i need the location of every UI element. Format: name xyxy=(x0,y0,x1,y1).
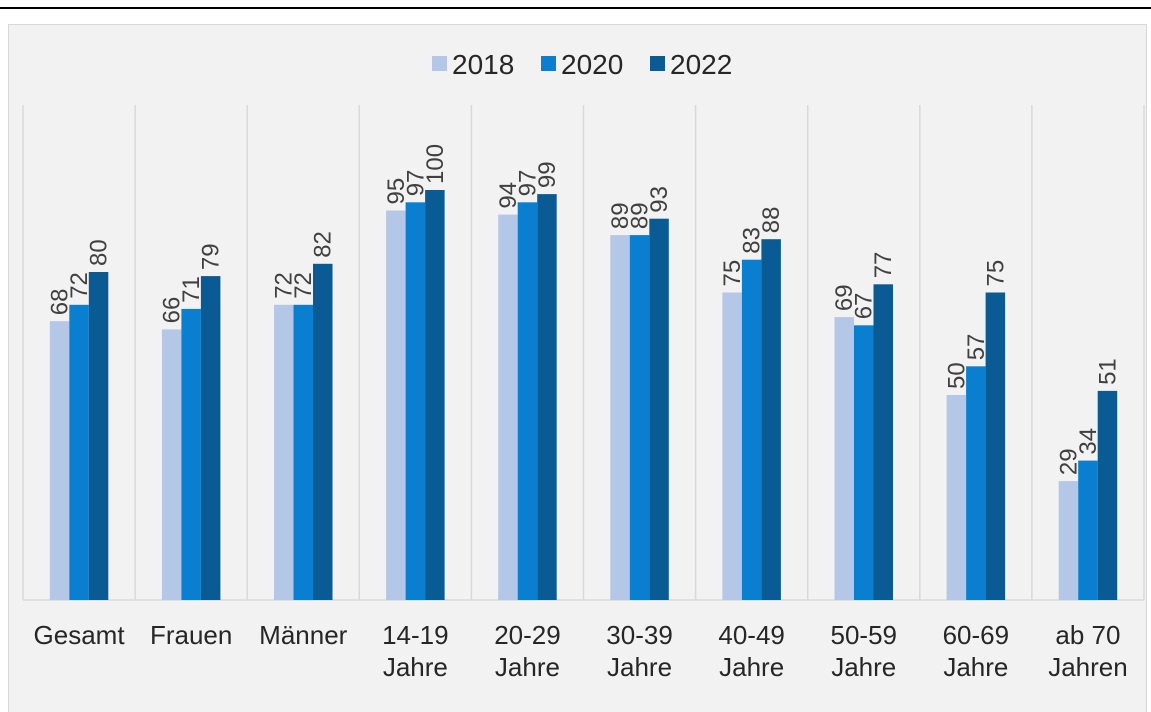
category-labels: Gesamt Frauen Männer 14-19Jahre20-29Jahre30… xyxy=(34,620,1128,682)
category-label: 50-59 xyxy=(831,620,898,650)
bar-2018 xyxy=(498,214,518,600)
bar-2022 xyxy=(761,239,781,600)
category-label: Jahre xyxy=(495,652,560,682)
bar-2020 xyxy=(517,202,538,601)
bar-2018 xyxy=(1058,481,1079,600)
bar-2022 xyxy=(88,272,109,600)
bar-2020 xyxy=(181,308,201,600)
legend: 2018 2020 2022 xyxy=(432,49,732,80)
data-label: 88 xyxy=(758,206,785,233)
bar-2020 xyxy=(741,259,762,600)
data-label: 99 xyxy=(534,161,561,188)
category-label: Jahre xyxy=(831,652,896,682)
category-label: Gesamt xyxy=(34,620,126,650)
data-label: 93 xyxy=(646,186,673,213)
bar-2020 xyxy=(629,235,650,600)
data-label: 57 xyxy=(963,334,990,361)
data-label: 34 xyxy=(1075,428,1102,455)
category-label: 40-49 xyxy=(718,620,785,650)
data-label: 82 xyxy=(310,231,337,258)
bar-2018 xyxy=(49,321,70,600)
data-label: 67 xyxy=(851,293,878,320)
legend-label: 2020 xyxy=(561,49,623,80)
data-label: 68 xyxy=(47,288,74,315)
bar-2022 xyxy=(313,263,333,600)
bar-2022 xyxy=(985,292,1006,600)
legend-swatch xyxy=(432,56,447,71)
data-label: 72 xyxy=(66,272,93,299)
bar-2022 xyxy=(873,284,893,600)
category-label: ab 70 xyxy=(1055,620,1120,650)
data-label: 72 xyxy=(290,272,317,299)
top-rule xyxy=(0,7,1151,9)
data-label: 80 xyxy=(86,239,113,266)
category-label: 20-29 xyxy=(494,620,561,650)
data-label: 77 xyxy=(870,252,897,279)
bar-2020 xyxy=(69,304,89,600)
bar-2022 xyxy=(537,194,557,600)
category-separators xyxy=(22,105,1145,600)
category-label: Jahre xyxy=(383,652,448,682)
bar-2022 xyxy=(1097,390,1118,600)
data-label: 97 xyxy=(514,170,541,197)
data-label: 71 xyxy=(178,276,205,303)
data-label: 69 xyxy=(831,284,858,311)
category-label: 14-19 xyxy=(382,620,449,650)
bar-2020 xyxy=(1078,460,1098,600)
bar-2018 xyxy=(946,395,967,600)
category-label: Jahren xyxy=(1048,652,1128,682)
data-label: 100 xyxy=(422,144,449,184)
bar-2018 xyxy=(610,235,630,600)
data-label: 97 xyxy=(402,170,429,197)
data-label: 89 xyxy=(627,202,654,229)
data-label: 72 xyxy=(271,272,298,299)
category-label: Frauen xyxy=(150,620,232,650)
bar-2018 xyxy=(161,329,182,600)
category-label: Jahre xyxy=(607,652,672,682)
bar-2020 xyxy=(405,202,426,601)
category-label: 60-69 xyxy=(943,620,1010,650)
bar-2020 xyxy=(854,325,874,600)
category-label: Jahre xyxy=(719,652,784,682)
data-labels: 6872806671797272829597100949799898993758… xyxy=(47,144,1122,475)
bar-2022 xyxy=(425,190,445,600)
bar-2018 xyxy=(834,317,854,600)
category-label: Jahre xyxy=(943,652,1008,682)
data-label: 83 xyxy=(739,227,766,254)
data-label: 89 xyxy=(607,202,634,229)
data-label: 95 xyxy=(383,178,410,205)
bar-2018 xyxy=(274,304,294,600)
data-label: 94 xyxy=(495,182,522,209)
bar-2020 xyxy=(966,366,986,600)
legend-swatch xyxy=(650,56,665,71)
bar-2022 xyxy=(200,276,221,600)
legend-label: 2022 xyxy=(670,49,732,80)
data-label: 50 xyxy=(943,362,970,389)
category-label: 30-39 xyxy=(606,620,673,650)
legend-swatch xyxy=(541,56,556,71)
data-label: 66 xyxy=(159,297,186,324)
data-label: 75 xyxy=(982,260,1009,287)
category-label: Männer xyxy=(259,620,347,650)
legend-label: 2018 xyxy=(452,49,514,80)
bar-2018 xyxy=(386,210,406,600)
data-label: 75 xyxy=(719,260,746,287)
bar-2018 xyxy=(722,292,742,600)
data-label: 51 xyxy=(1094,358,1121,385)
data-label: 29 xyxy=(1055,448,1082,475)
bar-2022 xyxy=(649,218,669,600)
bar-2020 xyxy=(293,304,313,600)
bars xyxy=(49,190,1118,601)
data-label: 79 xyxy=(198,243,225,270)
